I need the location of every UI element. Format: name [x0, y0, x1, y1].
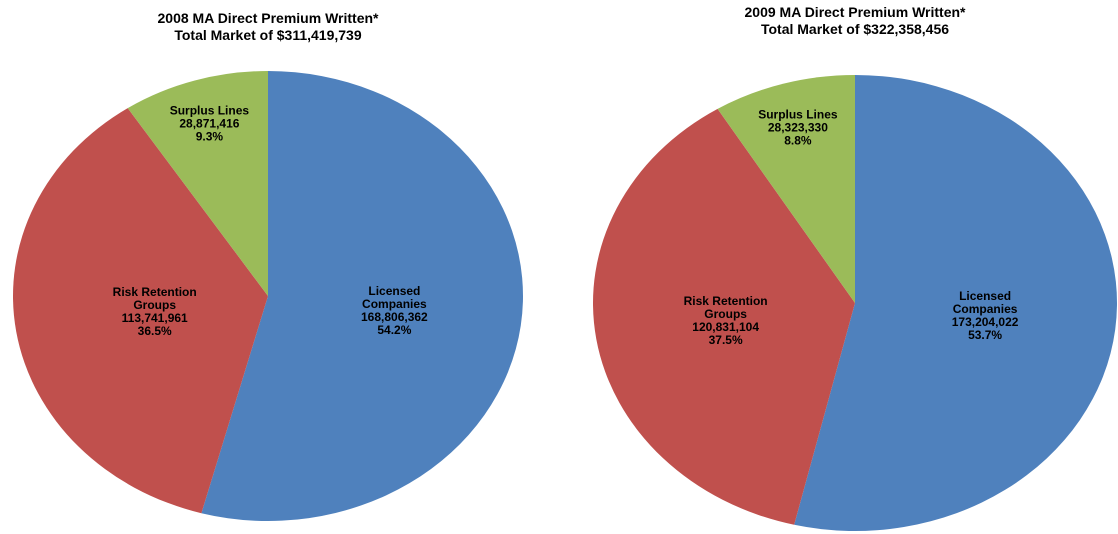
slice-label: Risk Retention Groups 120,831,104 37.5%: [674, 295, 778, 347]
slice-name: Risk Retention Groups: [112, 285, 197, 313]
slice-label: Surplus Lines 28,871,416 9.3%: [157, 104, 261, 143]
slice-name: Licensed Companies: [952, 289, 1018, 317]
slice-percent: 53.7%: [968, 328, 1003, 343]
slice-name: Licensed Companies: [362, 283, 427, 311]
chart-title-block: 2008 MA Direct Premium Written* Total Mar…: [18, 10, 518, 44]
slice-percent: 9.3%: [195, 129, 224, 144]
chart-title: 2008 MA Direct Premium Written*: [157, 10, 379, 26]
slice-value: 168,806,362: [361, 309, 428, 324]
slice-percent: 54.2%: [377, 322, 412, 337]
slice-value: 28,323,330: [767, 120, 828, 134]
chart-subtitle: Total Market of $311,419,739: [174, 27, 362, 43]
slice-name: Surplus Lines: [169, 103, 250, 118]
slice-name: Surplus Lines: [758, 107, 838, 121]
pie-slice: [127, 71, 268, 296]
slice-percent: 36.5%: [137, 324, 172, 339]
pie-slice: [593, 108, 855, 525]
chart-title: 2009 MA Direct Premium Written*: [744, 4, 966, 20]
slice-label: Surplus Lines 28,323,330 8.8%: [746, 108, 850, 147]
chart-title-block: 2009 MA Direct Premium Written* Total Mar…: [605, 4, 1105, 38]
slice-value: 28,871,416: [179, 116, 240, 131]
slice-label: Licensed Companies 168,806,362 54.2%: [342, 283, 446, 337]
pie-slice: [717, 75, 855, 303]
slice-label: Risk Retention Groups 113,741,961 36.5%: [103, 286, 207, 338]
chart-subtitle: Total Market of $322,358,456: [760, 21, 950, 37]
slice-name: Risk Retention Groups: [683, 294, 768, 322]
slice-label: Licensed Companies 173,204,022 53.7%: [933, 290, 1037, 342]
slice-percent: 8.8%: [784, 133, 812, 147]
slice-percent: 37.5%: [708, 333, 743, 348]
pie-slice: [794, 75, 1118, 531]
pie-slice: [201, 71, 523, 522]
slice-value: 113,741,961: [121, 311, 188, 326]
slice-value: 173,204,022: [951, 315, 1019, 330]
pie-slice: [12, 108, 269, 514]
slice-value: 120,831,104: [692, 320, 759, 335]
